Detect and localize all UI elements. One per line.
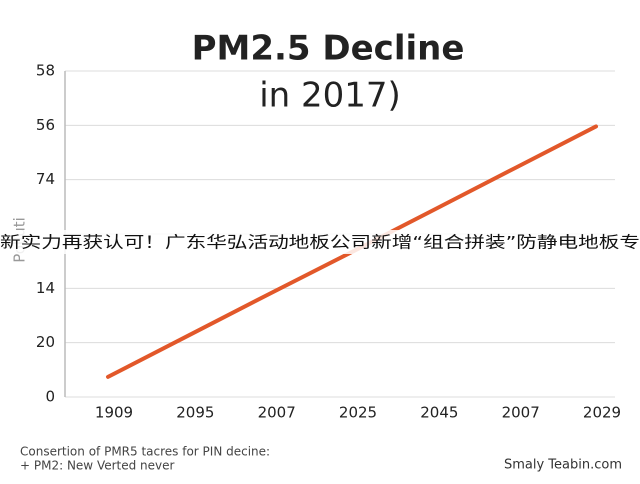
y-tick-label: 74 — [36, 170, 55, 188]
y-tick-label: 14 — [36, 279, 55, 297]
x-tick-label: 2045 — [420, 404, 458, 422]
footnote: Consertion of PMR5 tacres for PIN decine… — [20, 445, 270, 459]
banner: 新实力再获认可！广东华弘活动地板公司新增“组合拼装”防静电地板专 — [0, 233, 640, 252]
banner-background — [0, 230, 640, 254]
y-tick-label: 20 — [36, 333, 55, 351]
y-tick-label: 58 — [36, 62, 55, 80]
x-tick-label: 1909 — [95, 404, 133, 422]
chart-title-line2: in 2017) — [259, 76, 401, 116]
x-tick-label: 2095 — [176, 404, 214, 422]
x-tick-label: 2029 — [583, 404, 621, 422]
source: Smaly Teabin.com — [504, 458, 622, 473]
footnote: + PM2: New Verted never — [20, 459, 175, 473]
x-tick-label: 2007 — [502, 404, 540, 422]
x-tick-label: 2025 — [339, 404, 377, 422]
y-tick-label: 0 — [45, 388, 55, 406]
x-tick-label: 2007 — [258, 404, 296, 422]
chart-title: PM2.5 Decline — [192, 29, 465, 69]
y-tick-label: 56 — [36, 116, 55, 134]
